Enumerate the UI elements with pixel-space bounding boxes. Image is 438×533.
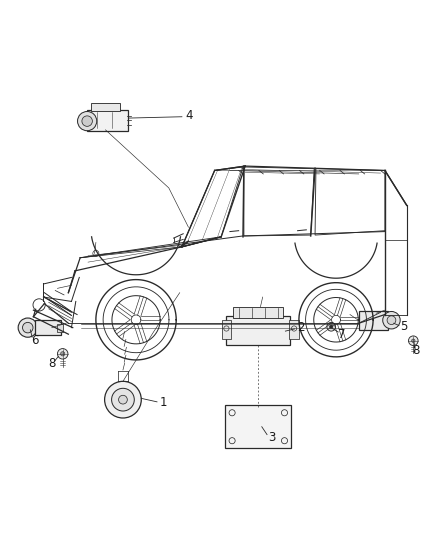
Circle shape xyxy=(327,322,336,331)
FancyBboxPatch shape xyxy=(359,311,388,330)
FancyBboxPatch shape xyxy=(57,324,63,332)
FancyBboxPatch shape xyxy=(289,320,299,338)
Circle shape xyxy=(60,352,65,356)
Circle shape xyxy=(412,339,415,343)
FancyBboxPatch shape xyxy=(226,316,290,345)
FancyBboxPatch shape xyxy=(225,405,291,448)
Text: 1: 1 xyxy=(159,396,167,409)
Circle shape xyxy=(383,311,400,329)
Circle shape xyxy=(105,381,141,418)
FancyBboxPatch shape xyxy=(222,320,231,338)
Circle shape xyxy=(78,111,97,131)
Text: 5: 5 xyxy=(400,320,408,333)
Circle shape xyxy=(387,316,396,325)
FancyBboxPatch shape xyxy=(35,320,60,335)
Circle shape xyxy=(82,116,92,126)
FancyBboxPatch shape xyxy=(233,307,283,318)
Circle shape xyxy=(119,395,127,404)
Circle shape xyxy=(409,336,418,345)
Text: 8: 8 xyxy=(412,344,419,357)
Text: 8: 8 xyxy=(49,357,56,370)
Text: 2: 2 xyxy=(297,321,305,334)
Circle shape xyxy=(57,349,68,359)
Circle shape xyxy=(18,318,37,337)
Text: 3: 3 xyxy=(268,431,276,444)
Circle shape xyxy=(329,325,333,328)
Text: 7: 7 xyxy=(339,328,346,341)
FancyBboxPatch shape xyxy=(91,103,120,111)
Circle shape xyxy=(22,322,33,333)
FancyBboxPatch shape xyxy=(87,110,128,131)
Text: 6: 6 xyxy=(31,334,39,347)
Circle shape xyxy=(112,389,134,411)
Text: 4: 4 xyxy=(186,109,193,123)
